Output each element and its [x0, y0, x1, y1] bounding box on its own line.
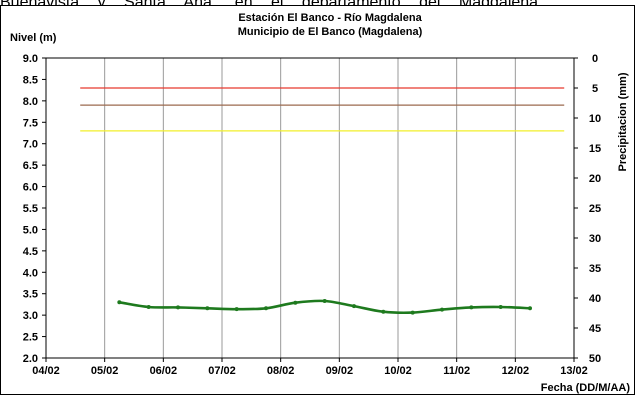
- data-point: [176, 305, 180, 310]
- y-tick-label: 6.5: [23, 160, 38, 172]
- y2-tick-label: 30: [589, 233, 601, 245]
- y2-tick-label: 35: [589, 263, 601, 275]
- data-point: [322, 299, 327, 303]
- y-axis-label: Nivel (m): [10, 32, 57, 44]
- data-point: [381, 309, 386, 314]
- y2-axis-label: Precipitacion (mm): [617, 72, 629, 171]
- series-group: [117, 299, 532, 315]
- y2-tick-label: 40: [589, 293, 601, 305]
- y-tick-label: 8.5: [23, 74, 38, 86]
- threshold-lines: [80, 87, 565, 132]
- y-tick-label: 7.5: [23, 117, 38, 129]
- chart-area: [0, 5, 635, 395]
- y2-axis-ticks: 0 5 10 15 20 25 30 35 40 45 50: [574, 53, 601, 365]
- y-tick-label: 9.0: [23, 53, 38, 65]
- data-point: [352, 304, 356, 309]
- y-tick-label: 7.0: [23, 139, 38, 151]
- data-point: [146, 305, 151, 309]
- data-point: [469, 305, 474, 310]
- y-tick-label: 3.5: [23, 289, 38, 301]
- y2-tick-label: 45: [589, 323, 601, 335]
- data-point: [440, 307, 444, 312]
- y2-tick-label: 50: [589, 353, 601, 365]
- chart-subtitle: Municipio de El Banco (Magdalena): [238, 26, 423, 38]
- y-axis-ticks: 2.0 2.5 3.0 3.5 4.0 4.5 5.0 5.5 6.0 6.5 7.0 7.5 8.0 8…: [23, 53, 46, 365]
- y2-tick-label: 20: [589, 173, 601, 185]
- x-tick-label: 10/02: [384, 365, 412, 377]
- x-tick-label: 11/02: [443, 365, 470, 377]
- y2-tick-label: 15: [589, 143, 601, 155]
- y-tick-label: 4.0: [23, 267, 38, 279]
- y2-tick-label: 25: [589, 203, 601, 215]
- y-tick-label: 2.0: [23, 353, 38, 365]
- x-tick-label: 09/02: [326, 365, 354, 377]
- y-tick-label: 2.5: [23, 332, 38, 344]
- x-tick-label: 06/02: [150, 365, 178, 377]
- y-tick-label: 3.0: [23, 310, 38, 322]
- y-tick-label: 4.5: [23, 246, 38, 258]
- data-point: [234, 307, 239, 312]
- data-point: [528, 306, 532, 311]
- x-tick-label: 04/02: [32, 365, 60, 377]
- data-point: [117, 300, 122, 305]
- x-tick-label: 05/02: [91, 365, 119, 377]
- y2-tick-label: 5: [592, 83, 598, 95]
- data-point: [410, 310, 415, 315]
- y-tick-label: 5.0: [23, 224, 38, 236]
- data-point: [293, 300, 298, 305]
- x-tick-label: 07/02: [208, 365, 236, 377]
- y-tick-label: 8.0: [23, 96, 38, 108]
- y-tick-label: 6.0: [23, 182, 38, 194]
- y2-tick-label: 10: [589, 113, 601, 125]
- x-axis-label: Fecha (DD/M/AA): [541, 382, 631, 394]
- x-tick-label: 13/02: [560, 365, 588, 377]
- data-point: [264, 306, 268, 311]
- data-point: [498, 305, 503, 309]
- data-point: [205, 306, 210, 311]
- y-tick-label: 5.5: [23, 203, 38, 215]
- chart-title: Estación El Banco - Río Magdalena: [238, 12, 422, 24]
- x-axis-ticks: 04/02 05/02 06/02 07/02 08/02 09/02 10/02 11/02…: [32, 358, 588, 377]
- x-tick-label: 12/02: [502, 365, 530, 377]
- y2-tick-label: 0: [592, 53, 598, 65]
- x-tick-label: 08/02: [267, 365, 295, 377]
